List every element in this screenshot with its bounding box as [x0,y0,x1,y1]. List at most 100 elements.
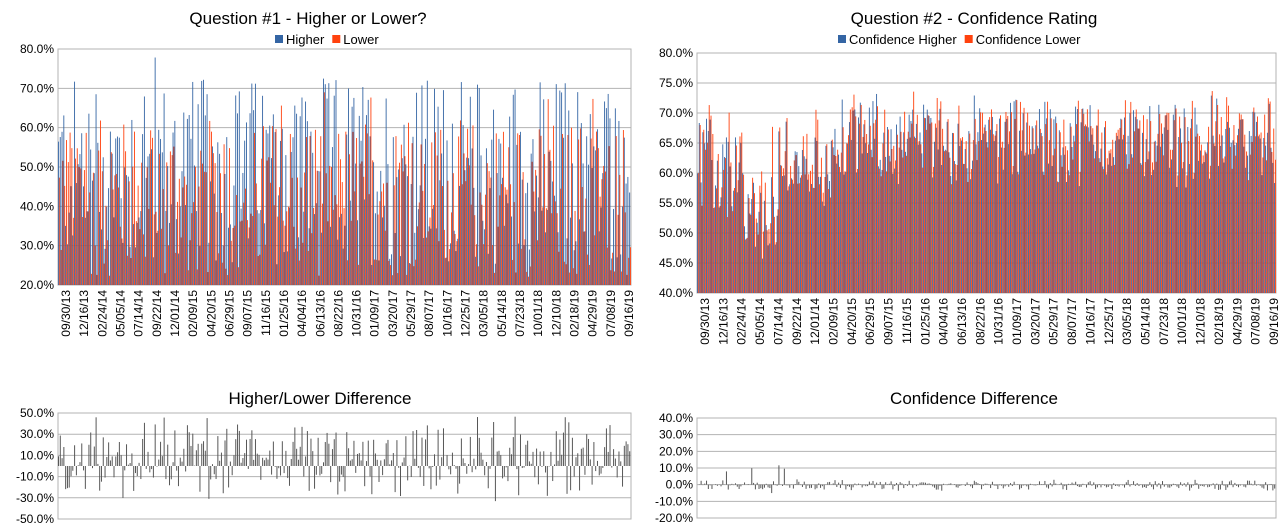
d2-bar [706,480,708,485]
q2-xtick-label: 03/20/17 [1028,298,1042,345]
q1-bar-lower [400,144,402,285]
d1-bar [97,463,99,466]
q1-bar-higher [244,140,246,285]
q2-bar-higher [905,151,906,293]
d2-bar [899,482,901,485]
q1-bar-lower [316,170,318,285]
d1-bar [485,461,487,466]
q1-bar-lower [594,235,596,285]
q1-bar-higher [158,129,160,285]
q2-bar-higher [1247,155,1248,293]
d1-bar [288,466,290,486]
d2-bar [1038,481,1040,485]
q2-bar-higher [1227,121,1229,293]
d1-bar [90,432,92,466]
d1-bar [387,439,389,466]
d1-bar [95,417,97,466]
q1-bar-higher [602,173,604,285]
q2-bar-higher [1042,171,1044,293]
d1-bar [622,466,624,487]
q2-bar-lower [922,167,924,293]
d1-bar [525,444,527,466]
d1-bar [514,416,516,466]
q2-bar-lower [1034,149,1036,293]
q1-bar-higher [68,212,70,285]
d1-bar [339,466,341,482]
q2-bar-higher [1091,134,1093,293]
d2-bar [1212,483,1214,485]
q2-bar-lower [743,174,745,293]
q1-bar-lower [468,165,470,285]
q2-bar-lower [1249,154,1251,293]
q2-bar-lower [862,136,864,293]
q1-xtick-label: 04/29/19 [586,290,600,337]
q1-bar-lower [359,163,361,285]
d1-bar [530,463,532,466]
q2-bar-higher [736,192,738,293]
q2-bar-higher [1180,128,1182,293]
q1-bar-lower [513,202,515,285]
q1-bar-higher [502,177,503,285]
d1-bar [156,466,158,467]
q1-bar-higher [530,153,532,285]
q2-bar-lower [1081,108,1083,293]
q2-bar-higher [758,211,760,293]
d1-bar [63,447,65,466]
q1-bar-lower [610,270,612,285]
q1-bar-lower [490,177,492,285]
q1-xtick-label: 10/01/18 [531,290,545,337]
q2-bar-higher [1136,119,1138,293]
q2-bar-higher [787,190,789,293]
q1-bar-higher [614,108,616,285]
d1-bar [310,438,312,466]
q1-bar-lower [479,192,481,285]
d2-bar [1261,484,1263,488]
q2-ytick-label: 70.0% [659,106,693,120]
q2-bar-lower [719,205,721,293]
q2-bar-lower [1030,154,1032,293]
q2-bar-higher [848,122,850,293]
q2-bar-higher [1265,145,1267,293]
q1-bar-lower [558,251,560,285]
q1-bar-higher [151,149,153,285]
q2-bar-lower [828,189,830,293]
q2-xtick-label: 10/01/18 [1175,298,1189,345]
d1-bar [204,450,206,466]
d2-bar [1116,484,1118,486]
q1-xtick-label: 08/22/16 [331,290,345,337]
q2-bar-higher [809,191,811,293]
d2-bar [1254,480,1256,485]
d1-bar [482,459,484,466]
q2-bar-higher [859,102,861,293]
q1-legend-swatch [275,35,283,43]
q1-bar-higher [102,157,104,285]
q2-bar-higher [999,118,1001,293]
q1-bar-higher [312,152,314,285]
q1-bar-higher [441,153,443,285]
q1-bar-higher [190,138,192,285]
d1-bar [616,466,618,478]
d1-bar [428,466,430,469]
d2-bar [943,483,945,485]
q1-bar-higher [493,109,495,285]
d1-bar [210,466,212,480]
q2-bar-higher [778,131,780,293]
q2-bar-higher [1064,154,1066,293]
q2-bar-higher [834,128,836,293]
d2-bar [798,481,800,485]
d2-bar [1040,484,1042,485]
q2-bar-higher [957,123,959,293]
q1-bar-higher [120,198,122,285]
q1-bar-higher [217,142,219,285]
q1-bar-higher [342,248,344,285]
q2-bar-higher [910,120,912,293]
d2-bar [1109,484,1111,486]
d2-bar [1163,484,1165,487]
q2-bar-higher [820,176,821,293]
d2-bar [801,484,803,487]
q2-bar-higher [827,174,829,293]
q1-bar-lower [569,272,571,285]
d1-bar [333,439,335,466]
q1-bar-higher [573,250,575,285]
q1-bar-higher [405,164,407,285]
